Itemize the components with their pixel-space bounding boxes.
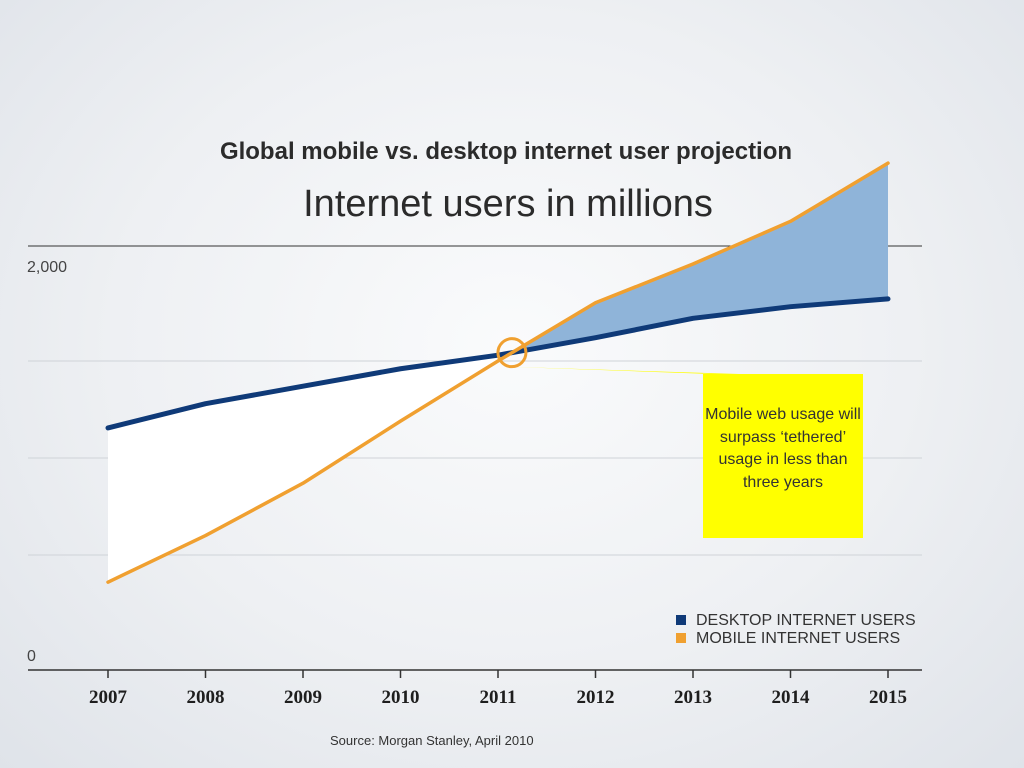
- legend-label-desktop: DESKTOP INTERNET USERS: [696, 612, 916, 629]
- legend-item-mobile: MOBILE INTERNET USERS: [676, 630, 916, 648]
- callout-text: Mobile web usage will surpass ‘tethered’…: [705, 406, 861, 491]
- legend-item-desktop: DESKTOP INTERNET USERS: [676, 612, 916, 630]
- x-tick-label: 2007: [89, 687, 128, 708]
- x-axis-tick-labels: 2007 2008 2009 2010 2011 2012 2013 2014 2015: [89, 687, 907, 708]
- chart-subtitle: Internet users in millions: [303, 183, 713, 225]
- x-tick-label: 2011: [480, 687, 517, 708]
- x-tick-label: 2010: [382, 687, 420, 708]
- callout-box: [703, 374, 863, 538]
- y-tick-label: 0: [27, 648, 36, 665]
- x-tick-label: 2009: [284, 687, 322, 708]
- x-tick-label: 2013: [674, 687, 712, 708]
- callout: [496, 337, 863, 538]
- source-note: Source: Morgan Stanley, April 2010: [330, 733, 534, 748]
- legend-swatch-desktop: [676, 615, 686, 625]
- series-line-mobile: [106, 161, 890, 584]
- fill-mobile-ahead: [511, 163, 888, 353]
- callout-pointer: [506, 366, 771, 375]
- chart-title: Global mobile vs. desktop internet user …: [219, 138, 793, 165]
- x-tick-label: 2012: [577, 687, 615, 708]
- fill-desktop-ahead: [108, 352, 512, 583]
- crossover-marker: [496, 337, 528, 369]
- y-tick-label: 2,000: [27, 259, 67, 276]
- x-tick-label: 2008: [187, 687, 225, 708]
- legend-swatch-mobile: [676, 633, 686, 643]
- x-tick-label: 2014: [772, 687, 811, 708]
- x-axis: [28, 669, 922, 678]
- x-tick-label: 2015: [869, 687, 907, 708]
- y-axis-tick-labels: 2,000 0: [27, 259, 67, 665]
- legend-label-mobile: MOBILE INTERNET USERS: [696, 630, 901, 647]
- legend: DESKTOP INTERNET USERS MOBILE INTERNET U…: [676, 612, 916, 648]
